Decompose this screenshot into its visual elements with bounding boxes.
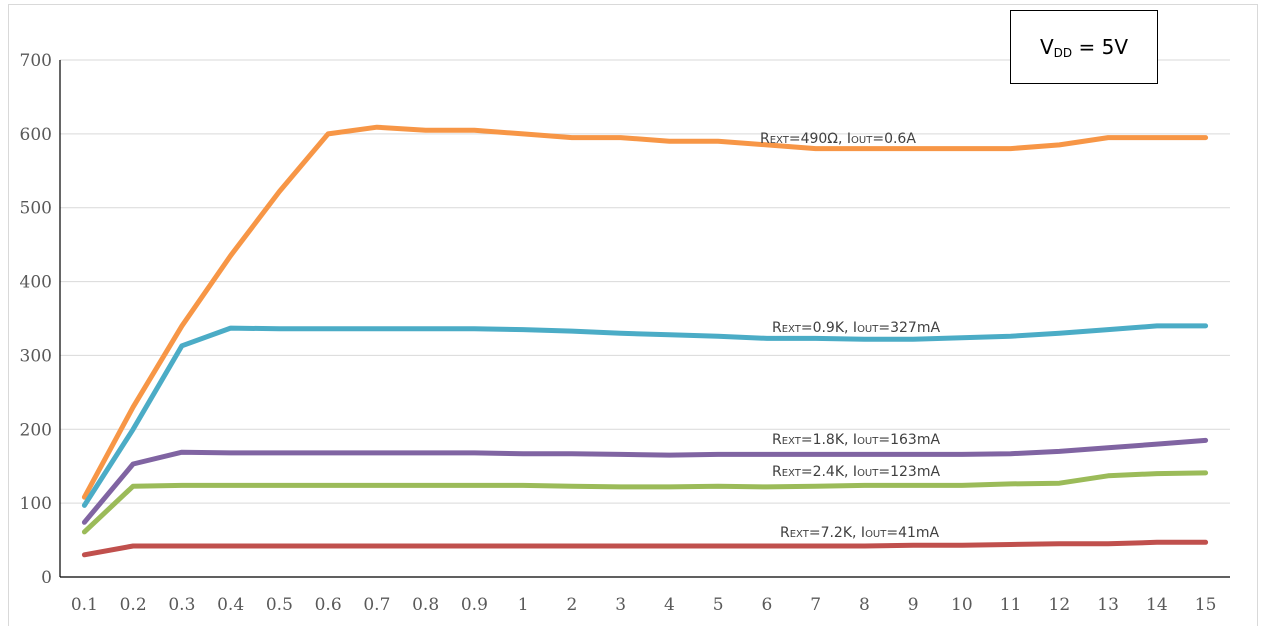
x-tick-label: 6 — [761, 595, 772, 615]
y-tick-label: 400 — [20, 273, 52, 293]
x-tick-label: 2 — [566, 595, 577, 615]
x-tick-label: 10 — [951, 595, 973, 615]
series-line — [81, 323, 1209, 508]
x-tick-label: 7 — [810, 595, 821, 615]
series-line — [81, 470, 1209, 535]
x-tick-label: 14 — [1146, 595, 1168, 615]
x-tick-label: 4 — [664, 595, 675, 615]
vdd-annotation-box: VDD = 5V — [1010, 10, 1158, 84]
x-tick-label: 9 — [908, 595, 919, 615]
x-tick-label: 11 — [1000, 595, 1022, 615]
x-tick-label: 0.5 — [266, 595, 293, 615]
y-tick-label: 500 — [20, 199, 52, 219]
series-line — [81, 124, 1209, 500]
x-tick-label: 0.3 — [168, 595, 195, 615]
x-tick-label: 15 — [1195, 595, 1217, 615]
x-tick-label: 0.8 — [412, 595, 439, 615]
chart-frame — [8, 4, 1258, 626]
x-tick-label: 13 — [1097, 595, 1119, 615]
x-tick-label: 5 — [713, 595, 724, 615]
y-tick-label: 200 — [20, 420, 52, 440]
x-tick-label: 0.4 — [217, 595, 244, 615]
x-tick-label: 0.6 — [315, 595, 342, 615]
x-tick-label: 8 — [859, 595, 870, 615]
x-tick-label: 1 — [518, 595, 529, 615]
vdd-annotation-text: VDD = 5V — [1039, 34, 1129, 60]
x-tick-label: 0.9 — [461, 595, 488, 615]
series-label: REXT=7.2K, IOUT=41mA — [780, 525, 940, 541]
y-tick-label: 0 — [41, 568, 52, 588]
series-label: REXT=490Ω, IOUT=0.6A — [760, 131, 916, 147]
x-tick-label: 0.7 — [363, 595, 390, 615]
series-line — [81, 437, 1209, 525]
x-tick-label: 0.1 — [71, 595, 98, 615]
y-tick-label: 100 — [20, 494, 52, 514]
x-tick-label: 12 — [1049, 595, 1071, 615]
y-tick-label: 600 — [20, 125, 52, 145]
series-label: REXT=1.8K, IOUT=163mA — [772, 432, 940, 448]
series-label: REXT=2.4K, IOUT=123mA — [772, 464, 940, 480]
x-tick-label: 3 — [615, 595, 626, 615]
series-label: REXT=0.9K, IOUT=327mA — [772, 320, 940, 336]
y-tick-label: 700 — [20, 51, 52, 71]
y-tick-label: 300 — [20, 346, 52, 366]
x-tick-label: 0.2 — [120, 595, 147, 615]
series-line — [81, 539, 1209, 558]
